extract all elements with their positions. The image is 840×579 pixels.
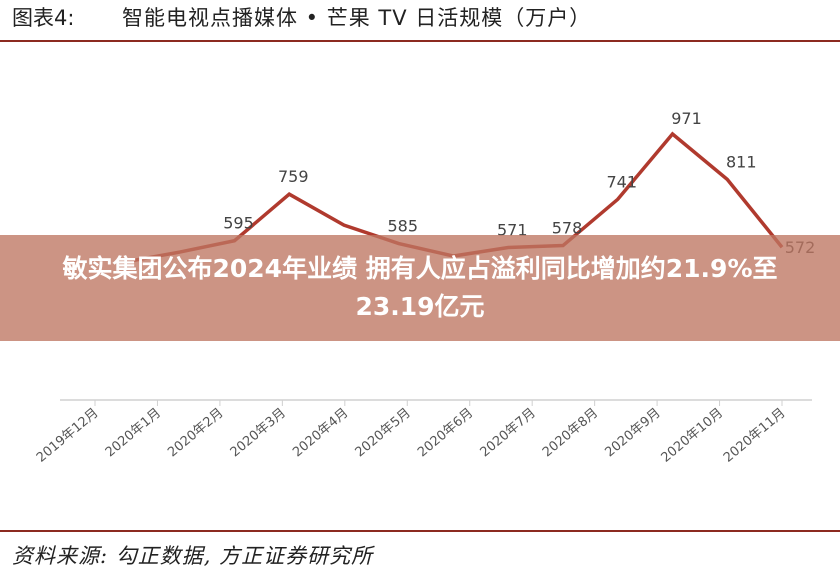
x-tick-label: 2020年7月 xyxy=(478,406,539,461)
data-label: 741 xyxy=(606,172,637,191)
data-label: 759 xyxy=(278,167,309,186)
data-label: 578 xyxy=(552,219,583,238)
x-tick-label: 2019年12月 xyxy=(34,406,102,466)
x-tick-label: 2020年5月 xyxy=(353,406,414,461)
footer-rule xyxy=(0,530,840,532)
data-label: 595 xyxy=(223,214,254,233)
figure-label: 图表4: xyxy=(12,6,75,30)
x-tick-label: 2020年3月 xyxy=(228,406,289,461)
headline-banner[interactable]: 敏实集团公布2024年业绩 拥有人应占溢利同比增加约21.9%至23.19亿元 xyxy=(0,235,840,341)
data-label: 811 xyxy=(726,152,757,171)
x-tick-label: 2020年11月 xyxy=(721,406,789,466)
x-tick-label: 2020年2月 xyxy=(165,406,226,461)
figure-header: 图表4: 智能电视点播媒体 • 芒果 TV 日活规模（万户） xyxy=(0,0,840,42)
x-tick-label: 2020年6月 xyxy=(415,406,476,461)
x-tick-label: 2020年4月 xyxy=(290,406,351,461)
headline-text[interactable]: 敏实集团公布2024年业绩 拥有人应占溢利同比增加约21.9%至23.19亿元 xyxy=(62,254,778,321)
chart-title: 智能电视点播媒体 • 芒果 TV 日活规模（万户） xyxy=(122,6,592,30)
data-label: 571 xyxy=(497,221,528,240)
x-tick-label: 2020年1月 xyxy=(103,406,164,461)
x-tick-label: 2020年8月 xyxy=(540,406,601,461)
data-label: 971 xyxy=(671,109,702,128)
source-note: 资料来源: 勾正数据, 方正证券研究所 xyxy=(12,544,374,568)
x-tick-label: 2020年10月 xyxy=(659,406,727,466)
data-label: 585 xyxy=(387,217,418,236)
x-tick-label: 2020年9月 xyxy=(602,406,663,461)
